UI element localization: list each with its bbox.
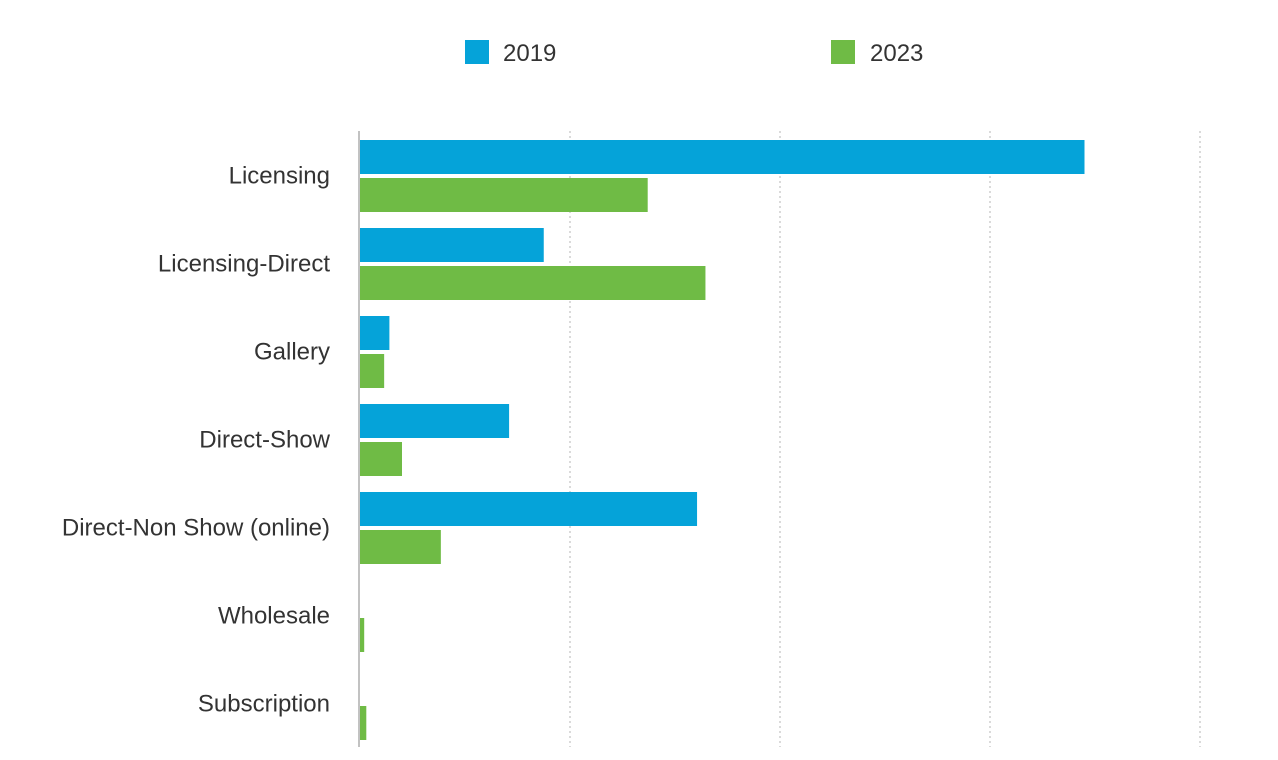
legend: 2019 2023 [465, 40, 923, 67]
bar-licensing-2019 [360, 140, 1085, 174]
legend-label-2019: 2019 [503, 40, 556, 67]
legend-label-2023: 2023 [870, 40, 923, 67]
bar-licensing-direct-2023 [360, 266, 706, 300]
legend-swatch-2019 [465, 40, 489, 64]
bars [360, 140, 1085, 740]
bar-direct-non-show-online-2023 [360, 530, 441, 564]
category-label-subscription: Subscription [198, 690, 330, 717]
category-label-direct-non-show-online: Direct-Non Show (online) [62, 514, 330, 541]
gridlines [569, 131, 1201, 747]
bar-wholesale-2023 [360, 618, 365, 652]
legend-swatch-2023 [831, 40, 855, 64]
category-label-wholesale: Wholesale [218, 602, 330, 629]
bar-licensing-2023 [360, 178, 648, 212]
bar-gallery-2023 [360, 354, 385, 388]
bar-direct-show-2019 [360, 404, 510, 438]
bar-direct-non-show-online-2019 [360, 492, 698, 526]
category-label-direct-show: Direct-Show [199, 426, 330, 453]
category-label-licensing: Licensing [229, 162, 330, 189]
bar-direct-show-2023 [360, 442, 402, 476]
bar-gallery-2019 [360, 316, 390, 350]
bar-subscription-2023 [360, 706, 367, 740]
category-labels: Licensing Licensing-Direct Gallery Direct-S… [62, 162, 331, 717]
bar-licensing-direct-2019 [360, 228, 544, 262]
category-label-gallery: Gallery [254, 338, 330, 365]
category-label-licensing-direct: Licensing-Direct [158, 250, 330, 277]
